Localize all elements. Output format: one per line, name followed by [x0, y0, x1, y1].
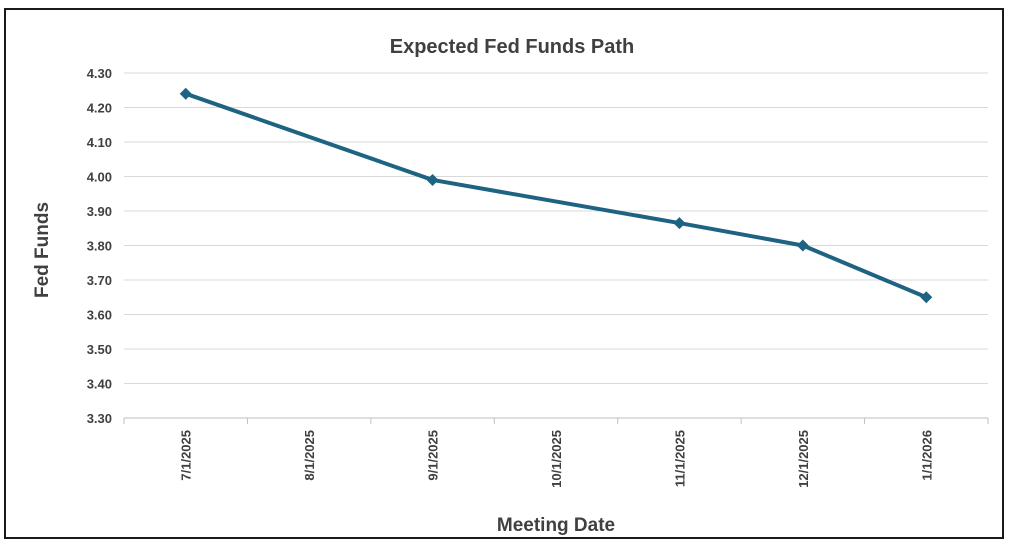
chart-title: Expected Fed Funds Path: [390, 36, 634, 58]
series-line: [183, 91, 929, 300]
y-tick-label: 4.20: [87, 101, 112, 116]
data-point-marker: [796, 239, 809, 252]
x-tick-label: 7/1/2025: [179, 430, 194, 481]
x-tick-label: 1/1/2026: [919, 430, 934, 481]
x-tick-label: 9/1/2025: [426, 430, 441, 481]
x-tick-label: 12/1/2025: [796, 430, 811, 488]
y-tick-label: 3.60: [87, 308, 112, 323]
data-point-marker: [920, 291, 933, 304]
y-tick-label: 4.00: [87, 170, 112, 185]
x-tick-label: 11/1/2025: [672, 430, 687, 487]
x-axis: 7/1/2025 8/1/2025 9/1/2025 10/1/2025 11/1/20…: [123, 418, 989, 488]
x-tick-label: 10/1/2025: [549, 430, 564, 488]
chart-frame: [4, 8, 1004, 539]
data-point-marker: [179, 87, 192, 100]
y-tick-label: 4.10: [87, 135, 112, 150]
data-point-marker: [426, 173, 439, 186]
y-tick-label: 3.80: [87, 239, 112, 254]
y-tick-label: 3.50: [87, 342, 112, 357]
grid-lines: [124, 72, 988, 419]
y-axis-ticks: 4.30 4.20 4.10 4.00 3.90 3.80 3.70 3.60 3.50 3.40…: [87, 66, 112, 426]
x-tick-label: 8/1/2025: [302, 430, 317, 481]
y-axis-title: Fed Funds: [32, 202, 53, 298]
y-tick-label: 3.70: [87, 273, 112, 288]
y-tick-label: 3.30: [87, 411, 112, 426]
y-tick-label: 4.30: [87, 66, 112, 81]
x-axis-title: Meeting Date: [497, 515, 615, 536]
y-tick-label: 3.40: [87, 377, 112, 392]
series-layer: [179, 87, 933, 304]
data-point-marker: [673, 217, 686, 230]
y-tick-label: 3.90: [87, 204, 112, 219]
